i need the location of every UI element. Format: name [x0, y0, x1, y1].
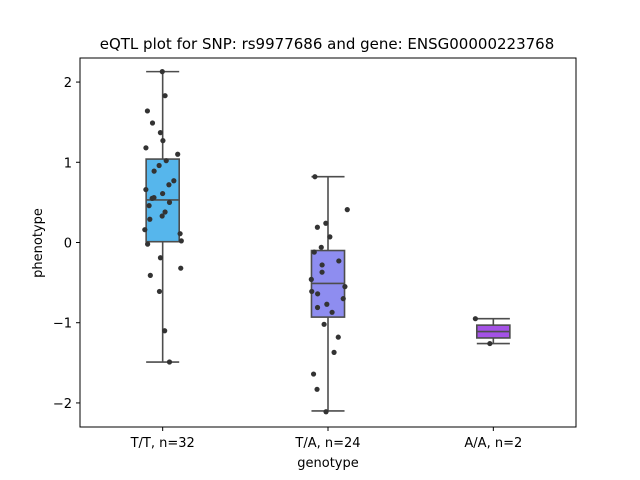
- data-point: [160, 190, 166, 197]
- data-point: [162, 93, 168, 99]
- y-tick-label: 2: [64, 76, 72, 91]
- data-point: [157, 130, 164, 136]
- data-point: [166, 359, 173, 365]
- data-point: [177, 231, 183, 237]
- data-point: [311, 249, 317, 255]
- data-point: [327, 234, 333, 240]
- data-point: [323, 220, 329, 226]
- y-axis: −2 −1 0 1 2: [53, 76, 80, 412]
- data-point: [175, 151, 181, 157]
- y-tick-label: 1: [64, 156, 72, 171]
- data-point: [336, 258, 342, 264]
- data-point: [159, 69, 165, 75]
- data-point: [319, 269, 325, 275]
- y-axis-label: phenotype: [31, 208, 46, 278]
- data-point: [329, 309, 335, 315]
- data-point: [310, 371, 317, 377]
- data-point: [335, 334, 341, 340]
- data-point: [156, 288, 163, 295]
- data-point: [166, 182, 172, 188]
- box-group: [145, 70, 511, 412]
- data-point: [342, 284, 348, 290]
- data-point: [344, 207, 350, 213]
- data-point: [315, 291, 321, 297]
- data-point: [323, 409, 329, 415]
- data-point: [314, 386, 320, 392]
- data-point: [487, 340, 493, 347]
- data-point: [145, 241, 151, 247]
- x-tick-label: A/A, n=2: [464, 436, 522, 451]
- data-point: [146, 203, 152, 209]
- data-point: [149, 120, 156, 126]
- data-point: [151, 168, 157, 174]
- data-point: [162, 209, 168, 215]
- data-point: [308, 276, 314, 282]
- x-tick-label: T/T, n=32: [130, 436, 195, 451]
- data-point: [314, 304, 321, 311]
- chart-title: eQTL plot for SNP: rs9977686 and gene: E…: [100, 35, 555, 53]
- x-tick-label: T/A, n=24: [294, 436, 360, 451]
- y-tick-label: −2: [53, 397, 72, 412]
- data-point: [318, 244, 324, 250]
- data-point: [163, 158, 169, 164]
- data-point: [314, 224, 320, 230]
- data-point: [157, 255, 164, 261]
- data-point: [144, 108, 151, 114]
- data-point: [331, 349, 337, 355]
- data-point: [340, 296, 346, 302]
- data-point: [178, 265, 184, 271]
- x-axis: T/T, n=32 T/A, n=24 A/A, n=2: [130, 427, 522, 451]
- data-point: [472, 316, 478, 322]
- y-tick-label: 0: [64, 237, 72, 252]
- data-point: [312, 174, 318, 180]
- data-point: [142, 227, 148, 233]
- data-point: [319, 262, 325, 268]
- data-point: [159, 213, 165, 219]
- data-point: [156, 162, 162, 169]
- data-point: [147, 216, 153, 222]
- data-point: [171, 178, 177, 184]
- data-point: [151, 194, 157, 201]
- data-point: [178, 238, 184, 244]
- data-point: [147, 272, 153, 278]
- data-point: [143, 186, 149, 193]
- data-point: [321, 321, 327, 327]
- x-axis-label: genotype: [297, 456, 358, 471]
- data-point: [160, 138, 166, 144]
- y-tick-label: −1: [53, 317, 72, 332]
- data-point: [309, 288, 315, 295]
- point-group: [142, 69, 493, 415]
- data-point: [143, 145, 149, 151]
- data-point: [324, 301, 330, 307]
- data-point: [166, 199, 173, 205]
- data-point: [162, 328, 168, 334]
